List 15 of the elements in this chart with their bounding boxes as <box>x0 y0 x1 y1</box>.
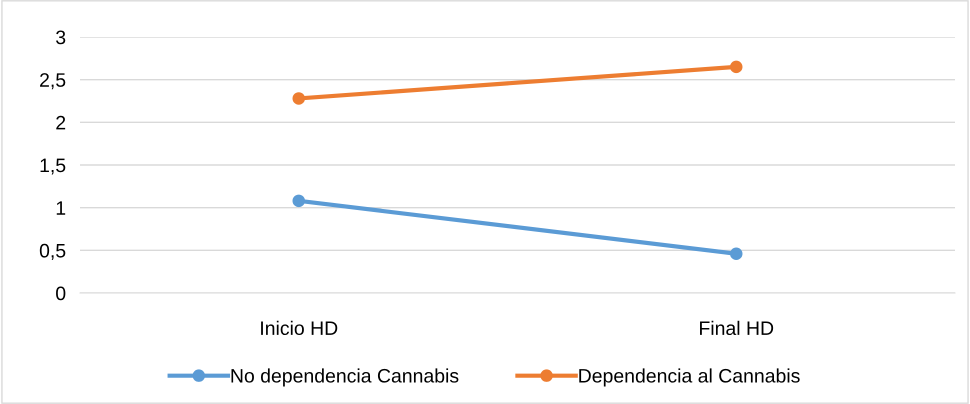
point <box>730 247 742 260</box>
y-tick-label: 1,5 <box>40 158 66 175</box>
y-tick-label: 1 <box>56 201 66 215</box>
y-tick-label: 0,5 <box>40 244 66 260</box>
y-tick-label: 2,5 <box>40 73 66 90</box>
x-tick-label: Final HD <box>700 320 774 336</box>
point <box>292 194 305 208</box>
point <box>730 60 742 74</box>
y-tick-label: 0 <box>56 286 66 300</box>
legend-label: No dependencia Cannabis <box>232 368 458 386</box>
point <box>292 92 305 105</box>
y-tick-label: 3 <box>56 30 66 44</box>
y-tick-label: 2 <box>56 116 66 130</box>
x-tick-label: Inicio HD <box>261 320 338 336</box>
legend-label: Dependencia al Cannabis <box>579 368 800 386</box>
